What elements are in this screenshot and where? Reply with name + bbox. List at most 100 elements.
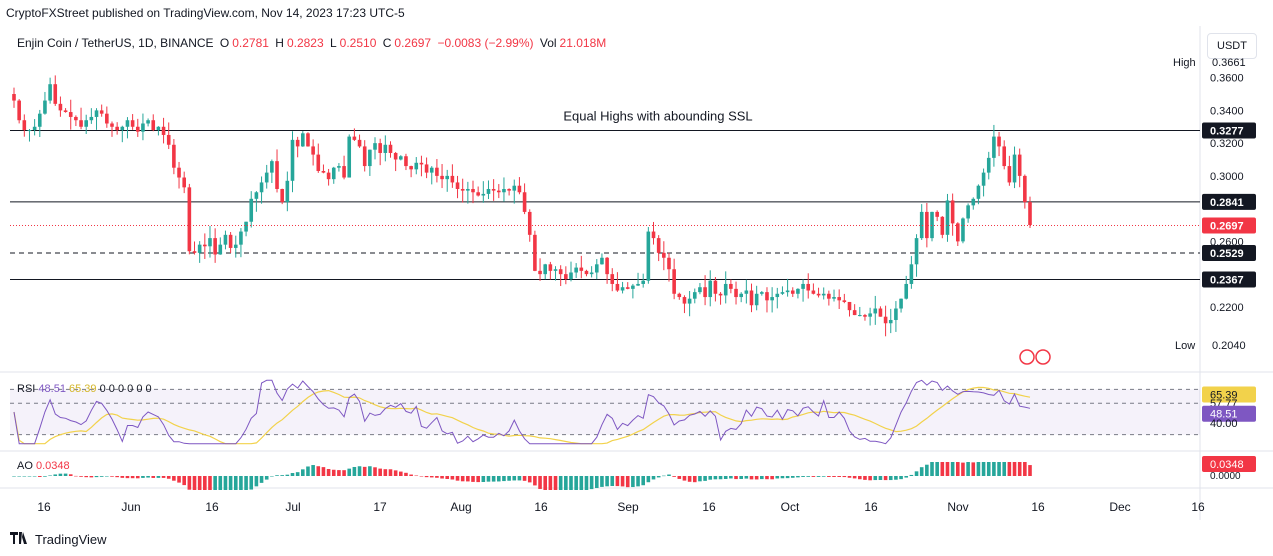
candle-body: [729, 283, 733, 289]
candle-body: [909, 264, 914, 284]
candle-body: [930, 211, 934, 239]
ao-bar: [445, 476, 450, 479]
candle-body: [656, 238, 661, 253]
ao-bar: [760, 476, 764, 480]
ao-bar: [672, 476, 676, 477]
candle-body: [760, 292, 764, 294]
rsi-param-1: 0: [99, 383, 106, 395]
candle-body: [378, 143, 382, 153]
candle-body: [151, 120, 156, 131]
candle-body: [74, 116, 78, 121]
ao-bar: [326, 469, 331, 476]
candle-body: [156, 126, 161, 131]
candle-body: [1012, 154, 1017, 183]
ao-bar: [197, 476, 202, 490]
symbol-name[interactable]: Enjin Coin / TetherUS, 1D, BINANCE: [17, 36, 214, 50]
ao-bar: [940, 462, 945, 476]
ao-bar: [414, 475, 419, 477]
high-marker-value: 0.3661: [1212, 57, 1246, 69]
ao-bar: [409, 474, 413, 476]
candle-body: [244, 221, 248, 232]
ao-bar: [873, 476, 878, 481]
ao-bar: [228, 476, 233, 490]
price-chart[interactable]: 0.36000.34000.32000.30000.26000.22000.32…: [0, 26, 1273, 522]
x-tick-label: 16: [534, 500, 548, 514]
candle-body: [254, 192, 259, 199]
candle-body: [481, 193, 486, 196]
ao-bar: [945, 462, 950, 476]
candle-body: [981, 172, 986, 186]
ao-bar: [84, 476, 89, 478]
ao-bar: [37, 476, 42, 477]
ao-bar: [301, 469, 305, 476]
candle-body: [703, 287, 707, 298]
ao-bar: [533, 476, 537, 486]
currency-button[interactable]: USDT: [1207, 33, 1257, 59]
high-value: 0.2823: [286, 36, 324, 50]
ao-bar: [259, 476, 264, 483]
ao-bar: [749, 476, 754, 480]
ao-bar: [192, 476, 197, 490]
ao-bar: [429, 476, 434, 478]
x-tick-label: Jun: [121, 500, 140, 514]
candle-body: [383, 144, 388, 153]
low-label: L: [329, 36, 337, 50]
ao-bar: [373, 467, 377, 476]
ao-bar: [729, 476, 733, 479]
ao-bar: [925, 464, 929, 476]
ao-bar: [249, 476, 254, 490]
candle-body: [992, 136, 996, 158]
candle-body: [146, 120, 150, 124]
ohlc-legend: Enjin Coin / TetherUS, 1D, BINANCE O 0.27…: [17, 36, 609, 50]
candle-body: [347, 136, 352, 178]
ao-bar: [203, 476, 207, 490]
ao-bar: [914, 471, 919, 476]
candle-body: [770, 297, 774, 301]
ao-bar: [22, 476, 27, 477]
ao-bar: [94, 476, 99, 478]
ao-bar: [74, 475, 78, 477]
ao-bar: [981, 462, 986, 476]
close-value: 0.2697: [394, 36, 432, 50]
ao-bar: [574, 476, 578, 490]
ao-bar: [58, 473, 63, 476]
candle-body: [37, 113, 42, 127]
ao-bar: [739, 476, 743, 479]
candle-body: [852, 310, 857, 316]
candle-body: [858, 315, 862, 317]
candle-body: [486, 188, 491, 194]
x-tick-label: Nov: [947, 500, 968, 514]
ao-bar: [708, 476, 713, 480]
candle-body: [362, 146, 367, 167]
candle-body: [961, 218, 965, 242]
x-tick-label: 16: [1031, 500, 1045, 514]
candle-body: [625, 287, 630, 289]
ao-bar: [765, 476, 769, 480]
ao-bar: [548, 476, 553, 490]
candle-body: [950, 200, 955, 224]
ao-bar: [352, 466, 357, 476]
ao-bar: [460, 476, 465, 482]
ao-bar: [393, 470, 398, 476]
candle-body: [842, 300, 847, 302]
x-tick-label: 17: [373, 500, 387, 514]
candle-body: [249, 198, 254, 222]
candle-body: [1028, 202, 1032, 226]
ao-bar: [295, 472, 300, 476]
candle-body: [863, 315, 867, 317]
ao-bar: [337, 470, 341, 476]
candle-body: [203, 244, 207, 247]
candle-body: [677, 293, 682, 298]
candle-body: [615, 283, 620, 291]
last-price-label: 0.2697: [1210, 221, 1244, 233]
ao-bar: [656, 476, 661, 478]
ao-bar: [827, 476, 831, 477]
x-tick-label: 16: [37, 500, 51, 514]
ao-bar: [156, 476, 161, 478]
candle-body: [589, 272, 594, 275]
ao-bar: [357, 466, 362, 476]
candle-body: [749, 290, 754, 306]
candle-body: [213, 238, 217, 255]
candle-body: [373, 143, 377, 150]
candle-body: [806, 283, 811, 291]
